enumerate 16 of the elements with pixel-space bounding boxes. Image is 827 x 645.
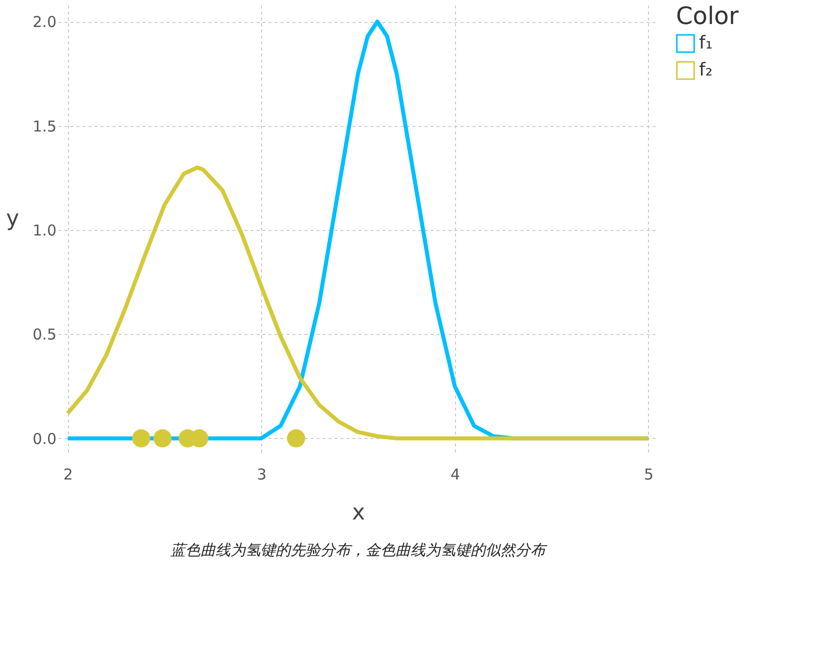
- legend-title: Color: [676, 2, 739, 30]
- legend-label: f₁: [699, 32, 713, 54]
- text: 蓝色曲线为氢键的先验分布，金色曲线为氢键的似然分布: [170, 541, 548, 559]
- x-tick-label: 4: [450, 466, 460, 484]
- y-tick-label: 0.5: [32, 326, 56, 344]
- y-tick-label: 1.0: [32, 222, 56, 240]
- y-tick-label: 1.5: [32, 117, 56, 136]
- x-tick-label: 3: [256, 466, 266, 484]
- x-axis-title: x: [352, 500, 366, 526]
- legend-label: f₂: [699, 60, 713, 80]
- line-series: [66, 166, 650, 440]
- y-tick-label: 0.0: [32, 430, 56, 448]
- y-axis-title: y: [6, 206, 20, 232]
- x-tick-label: 5: [644, 466, 654, 484]
- x-tick-label: 2: [63, 466, 73, 484]
- y-tick-label: 2.0: [32, 13, 56, 32]
